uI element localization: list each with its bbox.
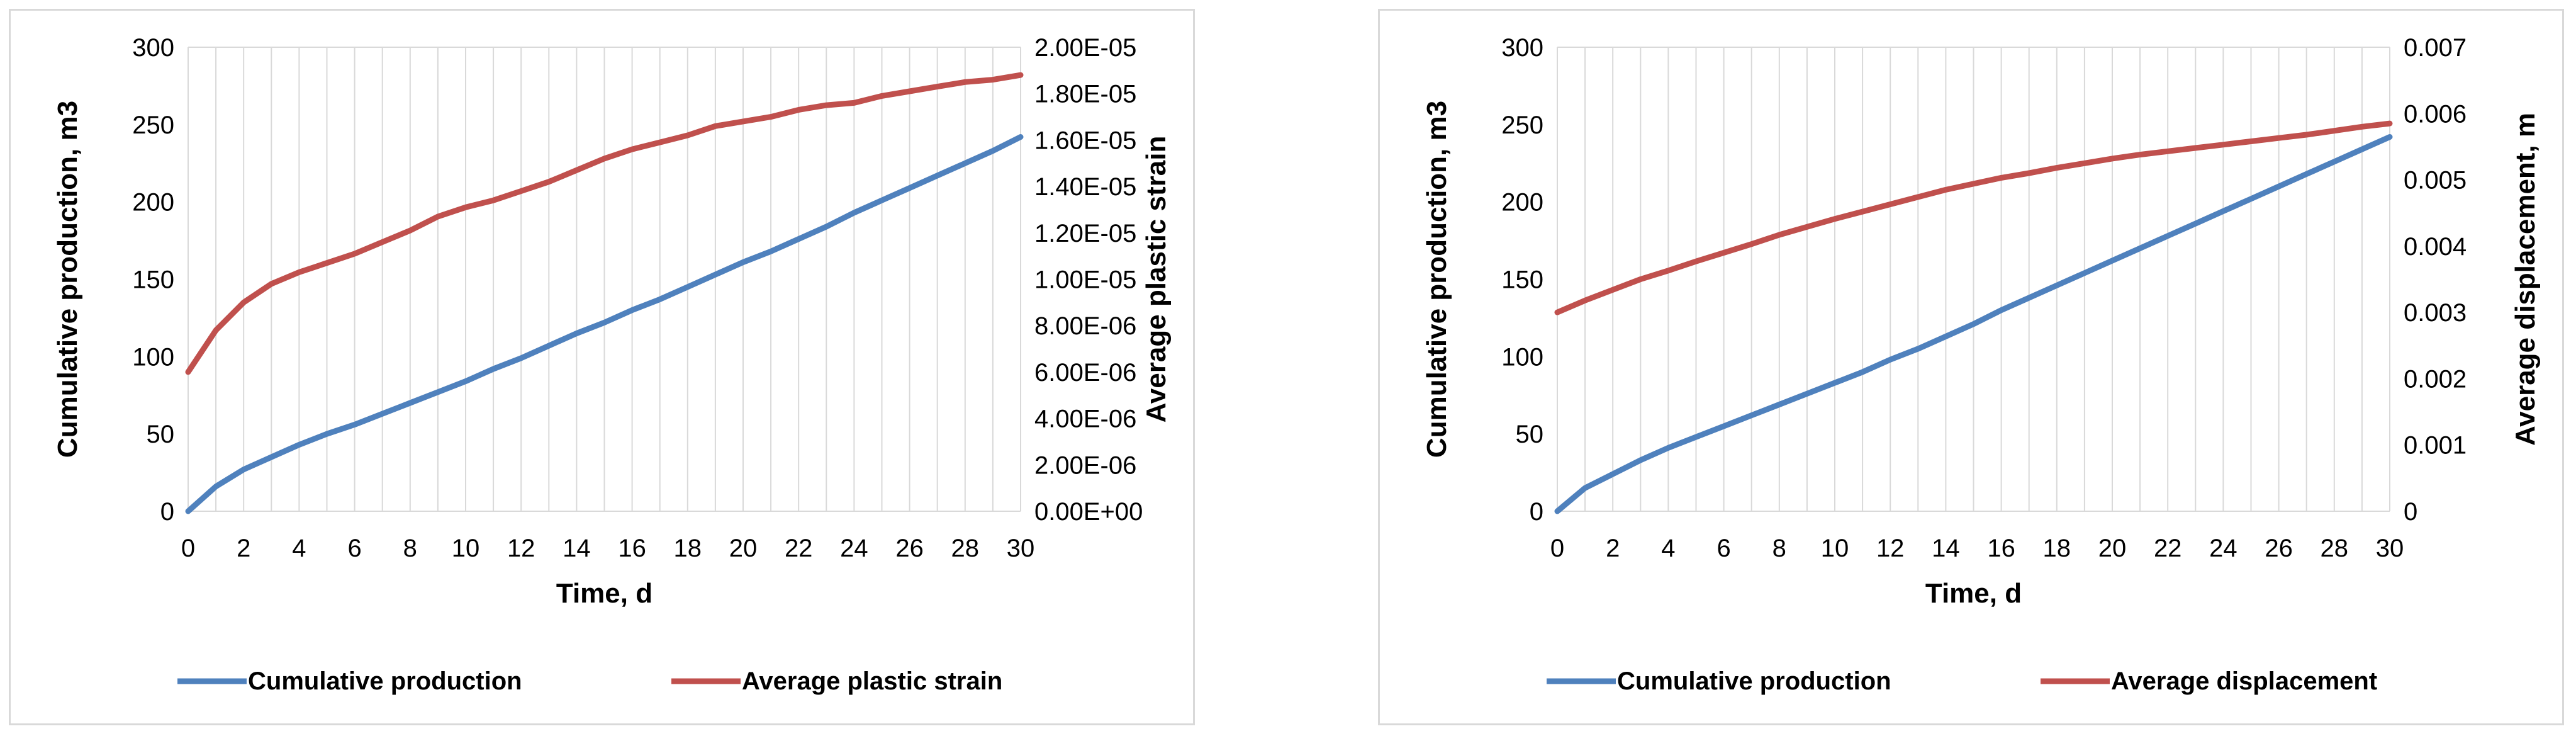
x-tick-label: 18 (2043, 535, 2071, 562)
x-tick-label: 24 (2209, 535, 2237, 562)
x-tick-label: 4 (1661, 535, 1675, 562)
series-line-average-plastic-strain (185, 72, 1024, 375)
chart-panel-right: 0 50 100 150 200 250 300 0 0.001 0.002 0.003 0.004 0… (1378, 9, 2564, 725)
series-line-average-displacement (1554, 120, 2393, 315)
x-tick-label: 16 (618, 535, 646, 562)
y-tick-label: 200 (132, 189, 174, 217)
x-tick-label: 14 (1932, 535, 1960, 562)
x-tick-label: 30 (1007, 535, 1035, 562)
y2-tick-label: 0.007 (2404, 34, 2467, 62)
chart-svg-displacement: 05010015020025030000.0010.0020.0030.0040… (1421, 34, 2541, 695)
y-tick-label: 100 (1501, 343, 1543, 371)
y2-tick-label: 2.00E-05 (1034, 34, 1136, 62)
x-tick-label: 12 (507, 535, 535, 562)
x-tick-label: 28 (2321, 535, 2349, 562)
y2-tick-label: 1.80E-05 (1034, 81, 1136, 108)
y2-tick-label: 0 (2404, 498, 2417, 526)
x-tick-label: 2 (237, 535, 250, 562)
y-tick-label: 150 (1501, 266, 1543, 294)
x-tick-label: 8 (403, 535, 417, 562)
x-tick-label: 6 (1716, 535, 1730, 562)
y-tick-label: 100 (132, 343, 174, 371)
y-tick-label: 250 (1501, 111, 1543, 139)
y-axis-title: Cumulative production, m3 (52, 101, 83, 458)
legend-label: Cumulative production (248, 667, 522, 695)
legend-label: Average displacement (2111, 667, 2377, 695)
x-tick-label: 10 (1821, 535, 1849, 562)
x-tick-label: 26 (2265, 535, 2293, 562)
legend-label: Cumulative production (1617, 667, 1891, 695)
x-tick-label: 18 (674, 535, 702, 562)
series-line-cumulative-production (185, 134, 1024, 514)
y2-tick-label: 8.00E-06 (1034, 312, 1136, 340)
y-tick-label: 300 (132, 34, 174, 62)
y2-tick-label: 2.00E-06 (1034, 451, 1136, 479)
y2-tick-label: 0.002 (2404, 365, 2467, 393)
x-tick-label: 10 (452, 535, 480, 562)
series-line-cumulative-production (1554, 134, 2393, 514)
y2-tick-label: 1.20E-05 (1034, 220, 1136, 247)
y2-tick-label: 1.00E-05 (1034, 266, 1136, 294)
x-tick-label: 28 (951, 535, 980, 562)
y-tick-label: 0 (1530, 498, 1543, 526)
x-tick-label: 6 (347, 535, 361, 562)
y2-axis-title: Average displacement, m (2510, 113, 2541, 446)
x-tick-label: 16 (1987, 535, 2015, 562)
x-tick-label: 26 (895, 535, 924, 562)
y2-tick-label: 0.006 (2404, 100, 2467, 128)
y2-tick-label: 6.00E-06 (1034, 359, 1136, 387)
x-tick-label: 12 (1876, 535, 1905, 562)
y2-tick-label: 0.001 (2404, 432, 2467, 460)
y-tick-label: 200 (1501, 189, 1543, 217)
y2-axis-title: Average plastic strain (1141, 136, 1172, 423)
y2-tick-label: 1.60E-05 (1034, 127, 1136, 154)
y2-tick-label: 0.004 (2404, 233, 2467, 261)
x-tick-label: 8 (1772, 535, 1786, 562)
x-tick-label: 14 (563, 535, 591, 562)
x-tick-label: 20 (729, 535, 758, 562)
y2-tick-label: 0.003 (2404, 299, 2467, 327)
y-tick-label: 300 (1501, 34, 1543, 62)
legend-label: Average plastic strain (742, 667, 1002, 695)
chart-svg-plastic-strain: 0501001502002503000.00E+002.00E-064.00E-… (52, 34, 1172, 695)
y-tick-label: 250 (132, 111, 174, 139)
y-tick-label: 150 (132, 266, 174, 294)
x-tick-label: 0 (1550, 535, 1564, 562)
y2-tick-label: 4.00E-06 (1034, 405, 1136, 433)
x-tick-label: 24 (840, 535, 868, 562)
x-axis-title: Time, d (556, 578, 652, 609)
y-tick-label: 50 (1516, 421, 1544, 448)
y-axis-title: Cumulative production, m3 (1421, 101, 1452, 458)
x-tick-label: 2 (1606, 535, 1620, 562)
x-tick-label: 0 (181, 535, 195, 562)
x-tick-label: 30 (2376, 535, 2404, 562)
y2-tick-label: 1.40E-05 (1034, 173, 1136, 201)
x-tick-label: 20 (2098, 535, 2127, 562)
x-tick-label: 4 (292, 535, 306, 562)
x-axis-title: Time, d (1925, 578, 2022, 609)
y2-tick-label: 0.00E+00 (1034, 498, 1143, 526)
chart-panel-left: 0 50 100 150 200 250 300 0.00E+00 2.00E-06 4.00E-… (9, 9, 1195, 725)
y-tick-label: 0 (160, 498, 174, 526)
x-tick-label: 22 (2154, 535, 2182, 562)
x-tick-label: 22 (785, 535, 813, 562)
y-tick-label: 50 (147, 421, 175, 448)
y2-tick-label: 0.005 (2404, 167, 2467, 195)
